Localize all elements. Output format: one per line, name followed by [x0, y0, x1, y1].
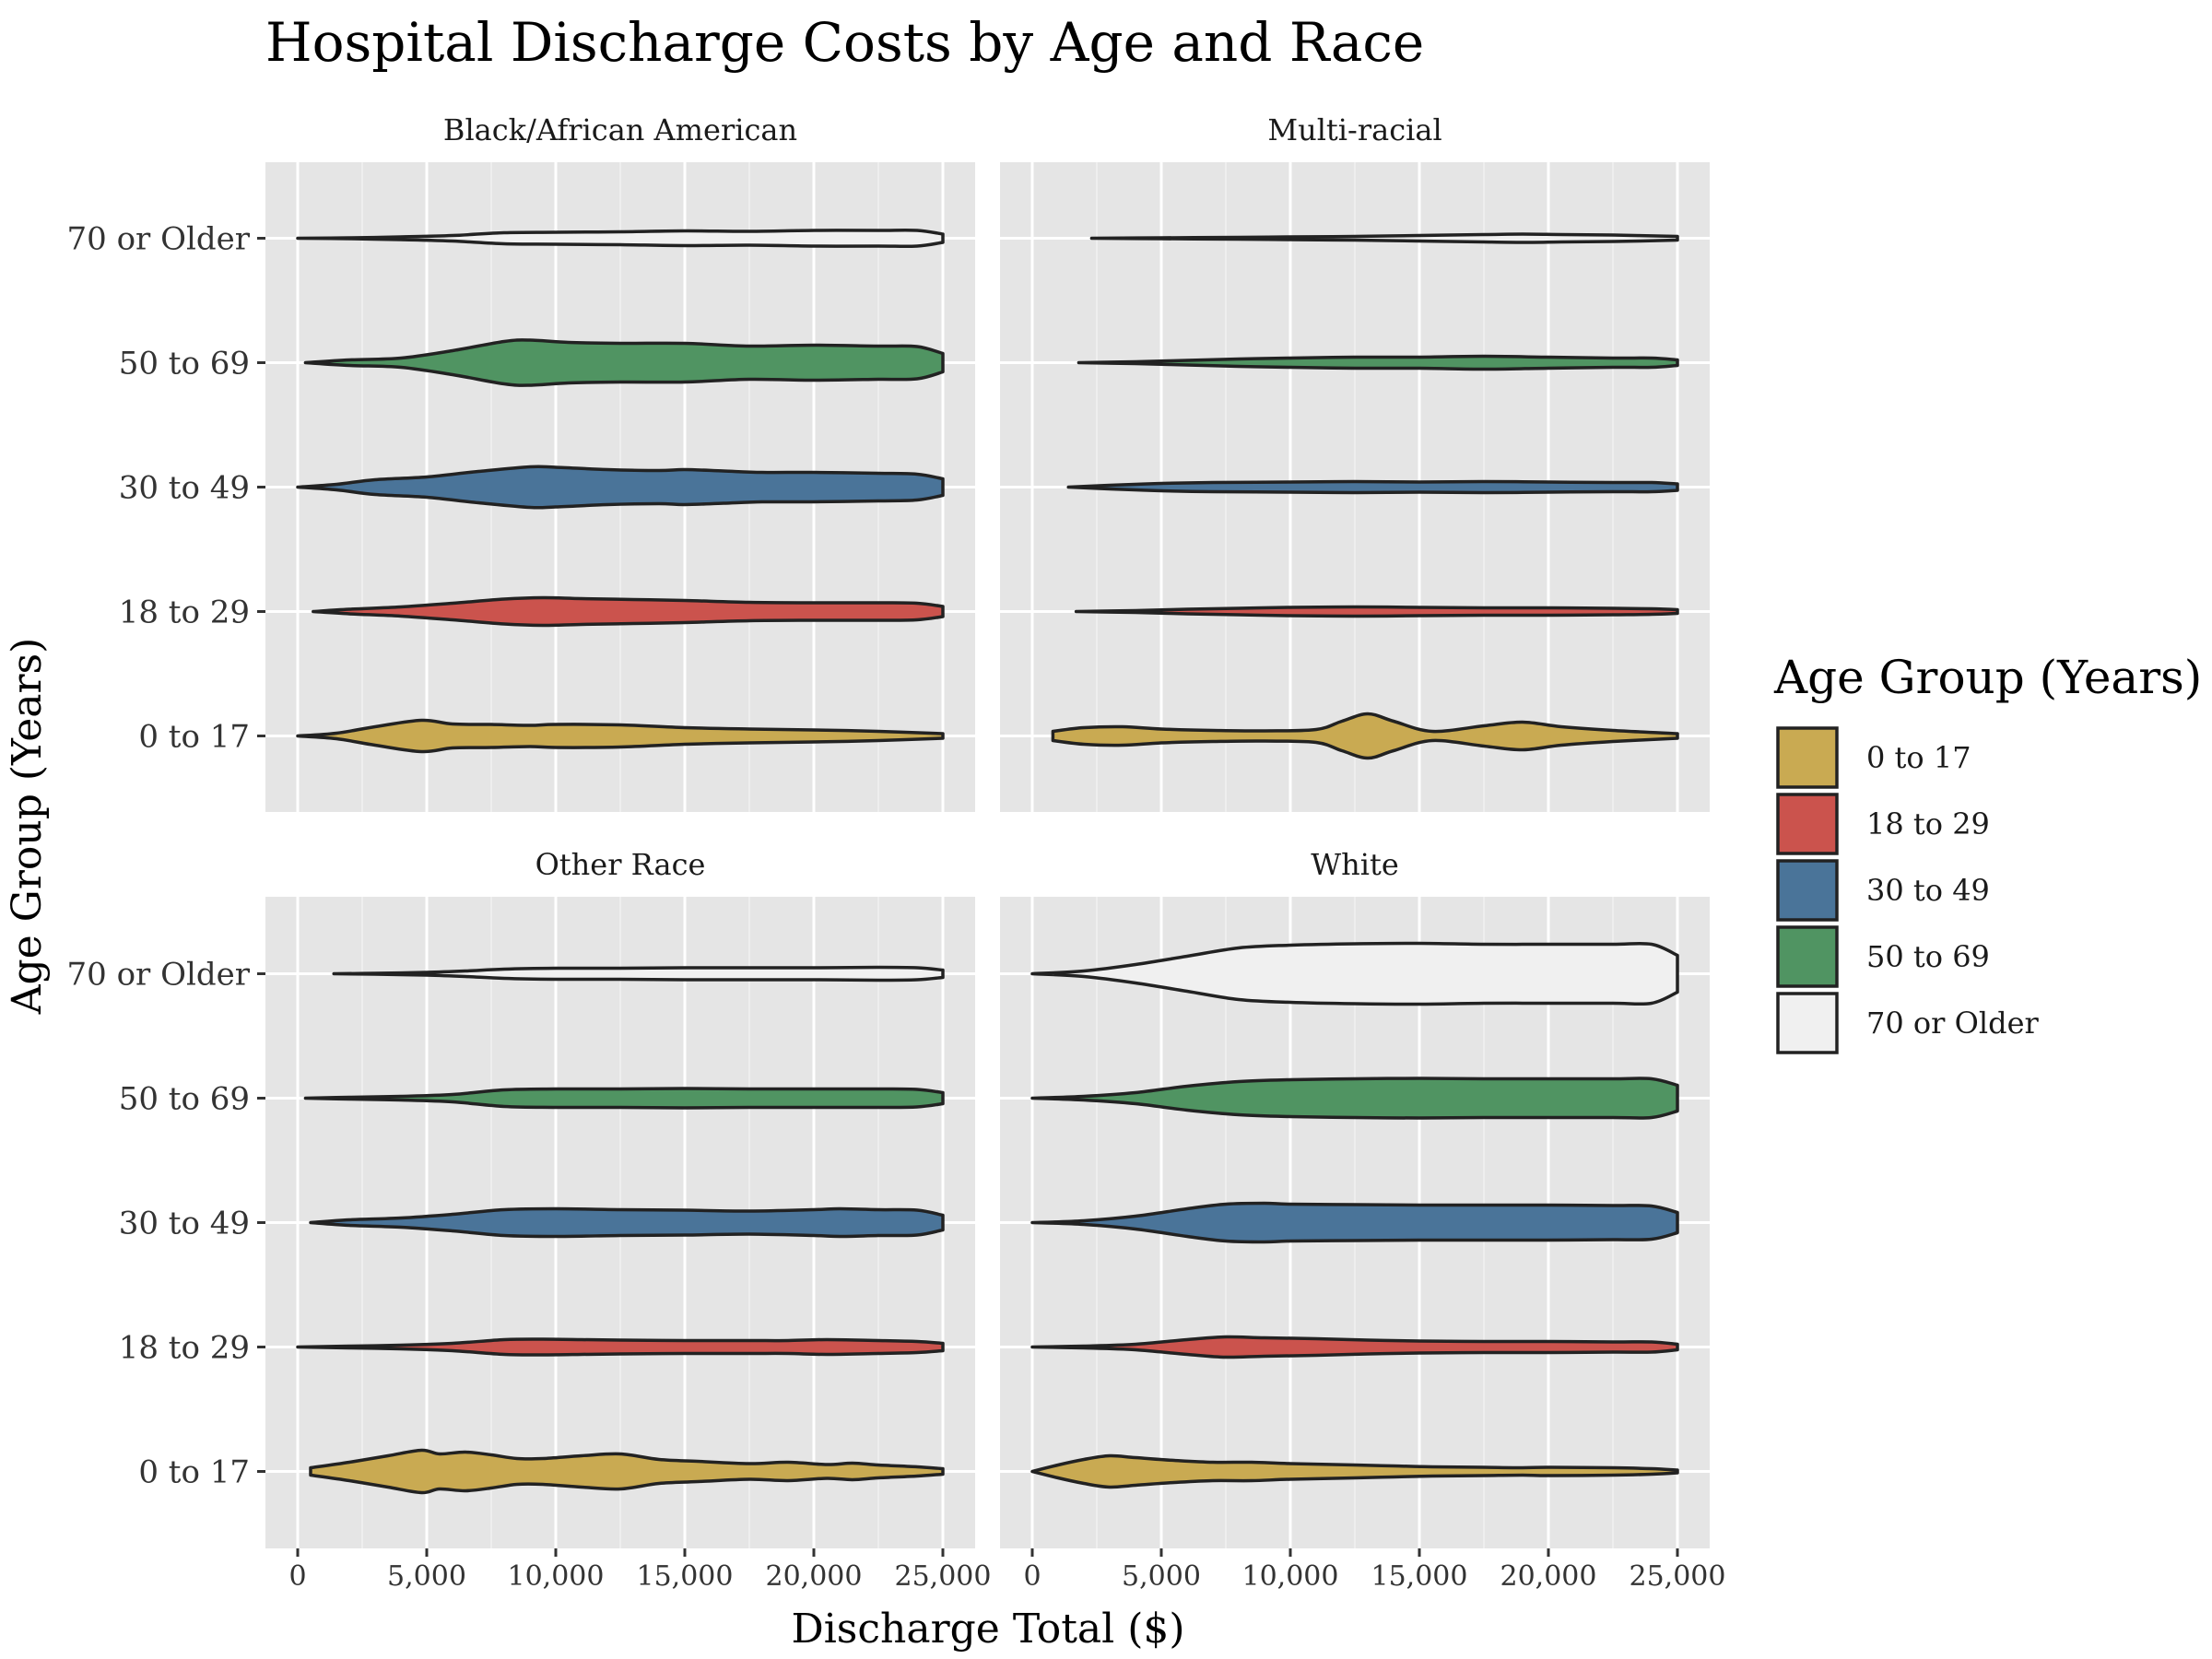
panel-black-african-american: Black/African American 0 to 17 18 to 29 30 …	[67, 112, 975, 812]
legend-title: Age Group (Years)	[1773, 651, 2202, 704]
x-tick-label: 0	[288, 1560, 306, 1593]
legend-label: 70 or Older	[1866, 1006, 2040, 1041]
chart-title: Hospital Discharge Costs by Age and Race	[265, 11, 1424, 74]
panel-title: Black/African American	[443, 112, 797, 147]
violin-multi-racial-30-to-49	[1066, 479, 1679, 495]
legend-key-50-to-69	[1776, 925, 1839, 988]
violin-white-30-to-49	[1030, 1201, 1679, 1244]
violin-other-race-0-to-17	[309, 1448, 945, 1495]
x-tick-label: 25,000	[1630, 1560, 1726, 1593]
y-tick-label: 18 to 29	[119, 1330, 250, 1367]
x-tick-label: 10,000	[508, 1560, 605, 1593]
panel-title: Other Race	[535, 847, 706, 882]
violin-black-african-american-0-to-17	[296, 718, 945, 754]
violin-white-50-to-69	[1030, 1077, 1679, 1120]
x-tick-label: 15,000	[637, 1560, 734, 1593]
y-tick-label: 0 to 17	[138, 719, 250, 756]
violin-other-race-50-to-69	[303, 1087, 945, 1110]
legend-label: 0 to 17	[1866, 740, 1971, 775]
legend-label: 50 to 69	[1866, 939, 1990, 974]
panel-title: White	[1311, 847, 1399, 882]
violin-black-african-american-30-to-49	[296, 465, 945, 510]
violin-multi-racial-18-to-29	[1074, 605, 1679, 618]
violin-white-18-to-29	[1030, 1335, 1679, 1359]
y-tick-label: 50 to 69	[119, 1081, 250, 1118]
legend-key-30-to-49	[1776, 859, 1839, 922]
x-tick-label: 15,000	[1371, 1560, 1468, 1593]
violin-multi-racial-0-to-17	[1051, 712, 1679, 760]
y-tick-label: 0 to 17	[138, 1454, 250, 1491]
y-tick-label: 30 to 49	[119, 1206, 250, 1242]
legend-key-70-or-older	[1776, 992, 1839, 1054]
x-tick-label: 20,000	[1500, 1560, 1597, 1593]
x-tick-label: 5,000	[387, 1560, 466, 1593]
x-tick-label: 25,000	[895, 1560, 992, 1593]
legend-key-18-to-29	[1776, 793, 1839, 855]
panel-title: Multi-racial	[1267, 112, 1441, 147]
violin-multi-racial-70-or-older	[1089, 232, 1679, 244]
y-tick-label: 18 to 29	[119, 594, 250, 631]
x-axis-title: Discharge Total ($)	[791, 1606, 1184, 1653]
violin-other-race-70-or-older	[332, 965, 945, 982]
violin-white-0-to-17	[1030, 1453, 1679, 1489]
violin-black-african-american-70-or-older	[296, 228, 945, 249]
x-tick-label: 20,000	[766, 1560, 863, 1593]
y-tick-label: 50 to 69	[119, 346, 250, 382]
y-tick-label: 70 or Older	[67, 221, 251, 258]
y-axis-title: Age Group (Years)	[4, 638, 51, 1016]
x-tick-label: 5,000	[1122, 1560, 1201, 1593]
panel-other-race: Other Race 0 to 17 18 to 29 30 to 49 50 to 6…	[67, 847, 992, 1593]
panel-white: White 0 5,000 10,000 15,000 20,000 25,000	[1000, 847, 1725, 1593]
legend: Age Group (Years) 0 to 17 18 to 29 30 to 4…	[1773, 651, 2202, 1054]
x-tick-label: 10,000	[1242, 1560, 1339, 1593]
violin-white-70-or-older	[1030, 941, 1679, 1006]
y-tick-label: 70 or Older	[67, 957, 251, 994]
violin-multi-racial-50-to-69	[1077, 354, 1679, 371]
y-tick-label: 30 to 49	[119, 470, 250, 507]
legend-key-0-to-17	[1776, 726, 1839, 789]
violin-black-african-american-18-to-29	[312, 595, 945, 628]
legend-label: 18 to 29	[1866, 806, 1990, 841]
x-tick-label: 0	[1023, 1560, 1041, 1593]
facet-panels: Black/African American 0 to 17 18 to 29 30 …	[67, 112, 1726, 1593]
panel-multi-racial: Multi-racial	[1000, 112, 1710, 812]
legend-label: 30 to 49	[1866, 873, 1990, 908]
violin-other-race-18-to-29	[296, 1337, 945, 1357]
violin-other-race-30-to-49	[309, 1206, 945, 1239]
violin-black-african-american-50-to-69	[303, 338, 945, 387]
